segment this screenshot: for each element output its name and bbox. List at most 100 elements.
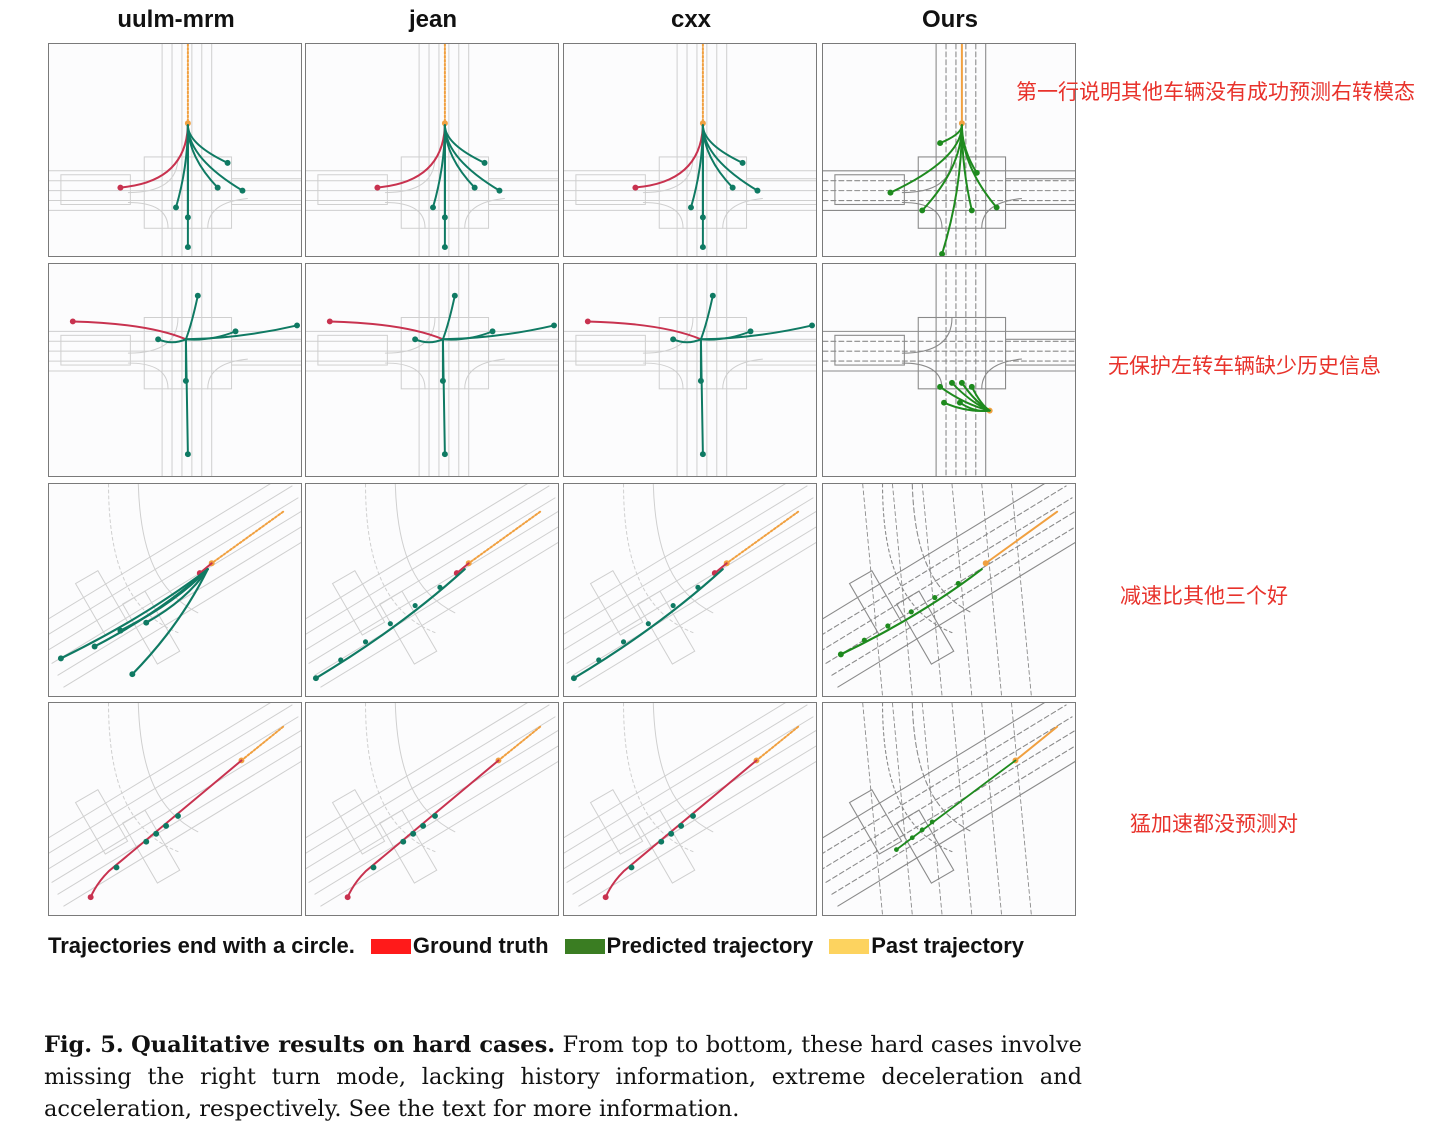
lane-line <box>320 542 558 688</box>
lane-line <box>564 497 814 651</box>
trajectory-plot <box>306 44 558 256</box>
curved-lane <box>911 703 973 833</box>
legend: Trajectories end with a circle. Ground t… <box>48 931 1024 961</box>
panel-row4-jean <box>305 702 559 916</box>
predicted-trajectory-end <box>894 847 899 852</box>
lane-line <box>51 510 301 664</box>
predicted-trajectory-end <box>489 328 496 335</box>
predicted-waypoint <box>175 812 181 819</box>
ground-truth-end <box>344 894 351 901</box>
turn-lane <box>901 316 953 354</box>
predicted-waypoint <box>153 830 160 837</box>
lane-line <box>49 485 293 635</box>
predicted-trajectory-end <box>412 336 419 343</box>
ground-truth-end <box>117 184 124 191</box>
legend-label-past: Past trajectory <box>871 933 1025 958</box>
road-map <box>49 703 301 907</box>
lane-line <box>862 703 883 915</box>
legend-swatch-ground-truth <box>370 938 411 954</box>
predicted-waypoint <box>400 838 407 845</box>
predicted-trajectory-1 <box>572 568 724 680</box>
road-map <box>49 44 301 256</box>
predicted-trajectory-end <box>729 184 736 191</box>
predicted-trajectory-3 <box>119 568 209 632</box>
ground-truth-trajectory <box>117 124 189 189</box>
trajectory-plot <box>306 703 558 907</box>
trajectory-plot <box>564 484 816 688</box>
trajectory-plot <box>49 44 301 256</box>
predicted-trajectory-end <box>958 379 965 386</box>
past-trajectory <box>984 510 1059 565</box>
ground-truth-trajectory <box>346 759 500 899</box>
trajectory-plot <box>564 703 816 907</box>
past-trajectory <box>210 510 285 565</box>
predicted-trajectory-end <box>551 322 558 329</box>
predicted-trajectory-end <box>184 214 191 221</box>
panel-row4-uulm-mrm <box>48 702 302 916</box>
lane-line <box>951 484 973 696</box>
curved-lane <box>108 484 179 634</box>
ground-truth-trajectory <box>89 759 243 899</box>
predicted-trajectory-end <box>441 451 448 458</box>
predicted-waypoint <box>909 835 915 841</box>
predicted-trajectory-end <box>887 189 894 196</box>
lane-segment <box>488 178 558 205</box>
road-map <box>823 44 1075 256</box>
lane-line <box>566 510 816 664</box>
past-trajectory-end <box>184 120 191 127</box>
lane-line <box>837 541 1075 688</box>
lane-line <box>308 729 558 883</box>
lane-segment <box>834 174 905 206</box>
lane-segment <box>848 788 903 855</box>
predicted-waypoint <box>620 639 627 645</box>
panel-row3-Ours <box>822 483 1076 697</box>
lane-segment <box>331 789 386 855</box>
ground-truth-trajectory <box>604 759 758 899</box>
trajectory-plot <box>823 484 1075 696</box>
predicted-waypoint <box>668 830 675 837</box>
predicted-trajectory-end <box>496 187 503 194</box>
lane-line <box>981 484 1003 696</box>
ground-truth-end <box>602 894 609 901</box>
curved-lane <box>365 703 436 853</box>
predicted-trajectory-end <box>697 377 704 384</box>
predicted-trajectory-end <box>143 619 150 626</box>
lane-line <box>308 510 558 664</box>
lane-segment <box>636 809 696 884</box>
predicted-waypoint <box>362 639 369 645</box>
predicted-trajectory-end <box>688 204 694 211</box>
lane-line <box>63 542 301 688</box>
curved-lane <box>394 703 456 833</box>
panel-row1-uulm-mrm <box>48 43 302 257</box>
predicted-trajectory-end <box>155 336 162 343</box>
lane-line <box>951 703 973 915</box>
predicted-trajectory-end <box>441 244 448 251</box>
lane-segment <box>74 789 129 855</box>
road-map <box>306 484 558 688</box>
predicted-waypoint <box>678 822 685 829</box>
predicted-trajectory-end <box>941 399 948 406</box>
predicted-trajectory-1 <box>441 294 456 341</box>
predicted-waypoint <box>113 864 120 871</box>
predicted-trajectory-end <box>184 451 191 458</box>
column-header-uulm-mrm: uulm-mrm <box>117 6 235 33</box>
predicted-waypoint <box>437 584 443 590</box>
predicted-trajectory-end <box>239 187 246 194</box>
panel-row4-cxx <box>563 702 817 916</box>
turn-lane <box>127 156 179 194</box>
column-header-ours: Ours <box>921 6 978 33</box>
lane-segment <box>895 809 955 884</box>
ground-truth-end <box>69 318 76 325</box>
turn-lane <box>384 156 436 194</box>
intersection-box <box>917 156 1007 229</box>
lane-line <box>57 745 301 895</box>
past-trajectory <box>1014 725 1059 762</box>
caption-body: From top to bottom, these hard cases inv… <box>44 1032 1082 1122</box>
turn-lane <box>207 198 248 229</box>
predicted-trajectory-end <box>570 675 577 682</box>
predicted-trajectory-end <box>949 379 955 386</box>
lane-segment <box>231 178 301 205</box>
lane-segment <box>60 334 131 366</box>
predicted-trajectory-end <box>194 292 201 299</box>
past-trajectory-end <box>441 120 448 127</box>
